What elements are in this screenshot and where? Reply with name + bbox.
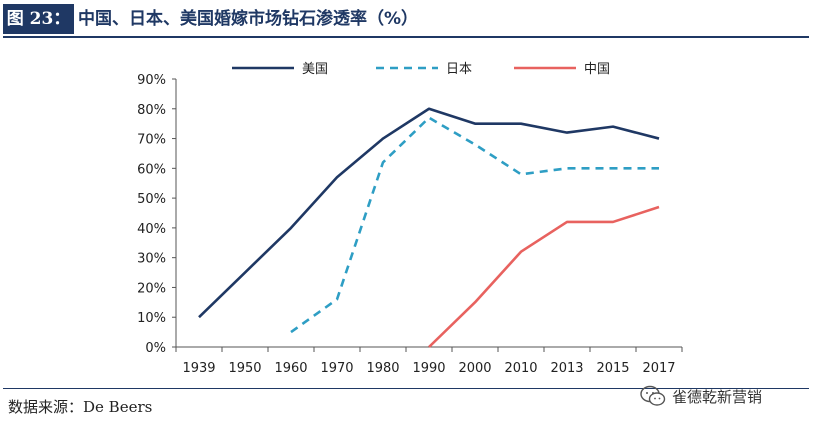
figure-label: 图 23： [3,4,74,34]
figure-header: 图 23： 中国、日本、美国婚嫁市场钻石渗透率（%） [0,0,820,40]
x-tick-label: 1950 [228,361,261,376]
footer-rule [3,388,809,389]
y-tick-label: 80% [137,103,166,118]
x-tick-label: 2013 [550,361,583,376]
y-tick-label: 0% [145,341,166,356]
x-tick-label: 1980 [366,361,399,376]
x-tick-label: 2017 [642,361,675,376]
legend-label-2: 中国 [584,62,610,77]
x-tick-label: 1970 [320,361,353,376]
watermark: 雀德乾新营销 [640,383,762,409]
x-tick-label: 1939 [182,361,215,376]
y-tick-label: 50% [137,192,166,207]
penetration-line-chart: 0% 10% 20% 30% 40% 50% 60% 70% 80% 90% 1939 1950 196… [137,62,683,376]
legend-label-0: 美国 [302,62,328,77]
watermark-text: 雀德乾新营销 [672,387,763,406]
y-tick-label: 60% [137,162,166,177]
data-source-note: 数据来源：De Beers [8,398,153,416]
x-tick-label: 1990 [412,361,445,376]
y-tick-label: 20% [137,281,166,296]
y-tick-label: 70% [137,133,166,148]
x-tick-label: 2015 [596,361,629,376]
y-tick-label: 90% [137,73,166,88]
series-line-1 [290,116,659,334]
wechat-icon [640,385,666,406]
series-line-0 [198,107,660,319]
header-rule [3,36,809,38]
series-line-2 [428,205,660,348]
x-tick-label: 1960 [274,361,307,376]
legend-label-1: 日本 [446,62,472,77]
y-tick-label: 30% [137,252,166,267]
x-tick-label: 2010 [504,361,537,376]
y-tick-label: 10% [137,311,166,326]
figure-title: 中国、日本、美国婚嫁市场钻石渗透率（%） [78,9,419,29]
y-tick-label: 40% [137,222,166,237]
x-tick-label: 2000 [458,361,491,376]
